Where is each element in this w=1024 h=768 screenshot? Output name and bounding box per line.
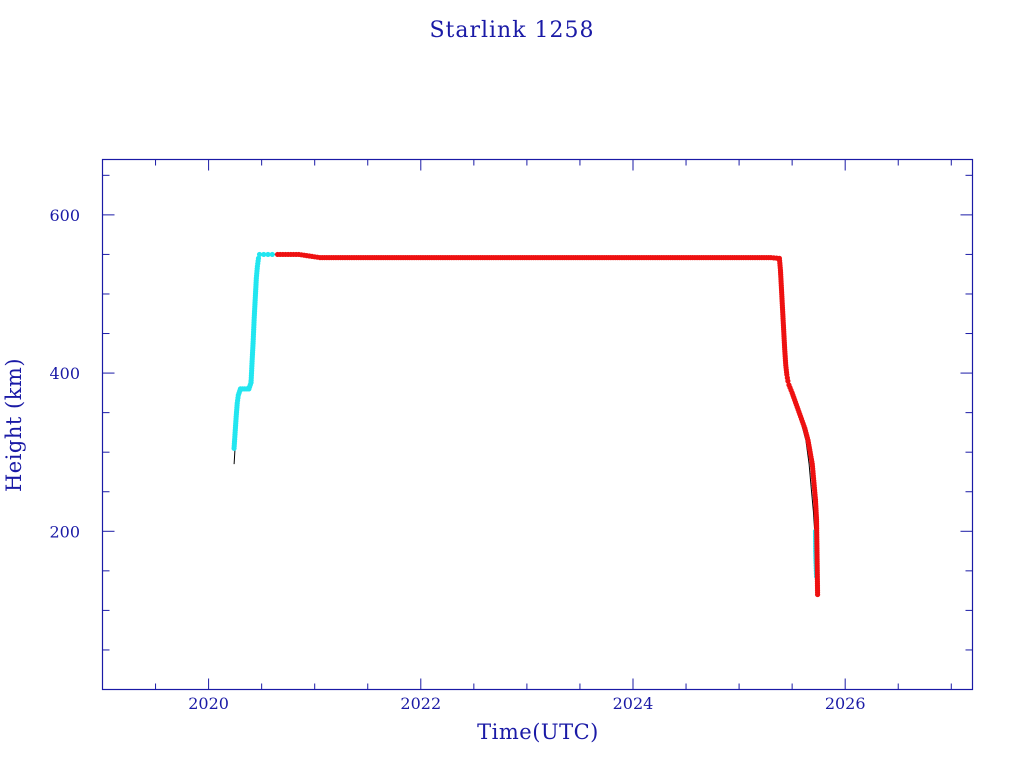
y-tick-label: 400	[49, 364, 80, 383]
x-tick-label: 2026	[825, 694, 866, 713]
cyan-point	[269, 251, 275, 258]
chart-title: Starlink 1258	[429, 18, 594, 43]
cyan-point	[265, 251, 271, 258]
y-tick-label: 200	[49, 522, 80, 541]
data-points	[231, 251, 821, 598]
cyan-point	[255, 255, 262, 261]
axis-ticks: 2020 2022 2024 2026 200 400 600	[49, 159, 973, 713]
red-point	[785, 378, 791, 384]
x-tick-label: 2024	[613, 694, 654, 713]
red-point	[814, 591, 821, 598]
trajectory-path	[233, 253, 819, 595]
cyan-point	[256, 251, 263, 258]
x-tick-label: 2020	[188, 694, 229, 713]
x-axis-label: Time(UTC)	[477, 720, 599, 744]
trajectory-line	[233, 253, 819, 595]
y-tick-label: 600	[49, 206, 80, 225]
plot-frame	[101, 158, 974, 691]
y-axis-label: Height (km)	[2, 358, 26, 492]
x-tick-label: 2022	[400, 694, 441, 713]
cyan-point	[261, 251, 267, 258]
